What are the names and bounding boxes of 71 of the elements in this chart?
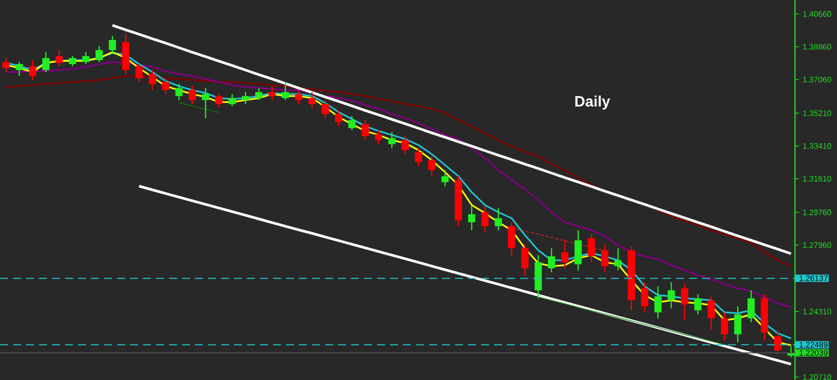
candlestick bbox=[148, 69, 156, 91]
candlestick bbox=[680, 284, 688, 321]
candlestick bbox=[2, 57, 10, 73]
candlestick bbox=[108, 35, 116, 55]
candlestick bbox=[175, 83, 183, 101]
y-tick-label: 1.40660 bbox=[803, 11, 832, 17]
y-tick-label: 1.35210 bbox=[803, 110, 832, 116]
line-series bbox=[178, 102, 220, 113]
candlestick bbox=[348, 116, 356, 131]
candlestick bbox=[601, 244, 608, 273]
candlestick bbox=[29, 59, 36, 81]
candlestick bbox=[748, 290, 755, 323]
candlestick bbox=[428, 156, 436, 177]
candlestick bbox=[561, 240, 568, 269]
candlestick bbox=[228, 93, 236, 107]
y-tick-label: 1.29760 bbox=[803, 210, 832, 216]
y-tick-label: 1.37060 bbox=[803, 76, 832, 82]
candlestick bbox=[508, 222, 516, 257]
candlestick bbox=[188, 85, 196, 105]
y-tick-label: 1.33410 bbox=[803, 143, 832, 149]
candlestick bbox=[441, 170, 449, 187]
y-tick-label: 1.38860 bbox=[803, 44, 832, 50]
ref-line-label: 1.22489 bbox=[800, 342, 828, 348]
candlestick bbox=[68, 55, 76, 67]
candlestick bbox=[162, 77, 170, 95]
candlestick bbox=[96, 45, 103, 63]
candlestick bbox=[654, 286, 662, 319]
candlestick bbox=[82, 51, 90, 65]
candlestick bbox=[282, 81, 289, 101]
text: Daily bbox=[575, 96, 610, 110]
candlestick bbox=[335, 110, 342, 127]
candlestick bbox=[641, 282, 648, 313]
line-series bbox=[138, 184, 792, 366]
candlestick bbox=[42, 51, 50, 73]
candlestick bbox=[720, 312, 728, 341]
line-series bbox=[111, 24, 792, 255]
candlestick bbox=[388, 132, 396, 149]
candlestick bbox=[268, 85, 276, 101]
candlestick bbox=[16, 61, 23, 77]
candlestick bbox=[322, 99, 329, 119]
line-series bbox=[538, 296, 725, 346]
candlestick bbox=[135, 63, 143, 83]
candlestick bbox=[481, 206, 489, 233]
candlestick bbox=[414, 148, 422, 167]
candlestick bbox=[494, 208, 502, 231]
candlestick bbox=[694, 294, 702, 315]
candlestick bbox=[521, 244, 528, 277]
candlestick bbox=[202, 87, 210, 119]
y-tick-label: 1.27960 bbox=[803, 242, 832, 248]
y-tick-label: 1.31610 bbox=[803, 176, 832, 182]
candlestick bbox=[668, 282, 675, 309]
ref-line-label: 1.22039 bbox=[800, 350, 828, 356]
candlestick bbox=[548, 248, 556, 273]
candlestick bbox=[255, 87, 262, 101]
candlestick bbox=[614, 248, 622, 271]
ref-line-label: 1.26137 bbox=[800, 275, 828, 282]
candlestick bbox=[242, 91, 250, 105]
candlestick bbox=[588, 234, 596, 263]
candlestick bbox=[468, 206, 476, 231]
candlestick bbox=[402, 136, 409, 155]
candlestick bbox=[734, 306, 742, 343]
candlestick bbox=[374, 130, 382, 145]
y-tick-label: 1.24310 bbox=[803, 308, 832, 314]
candlestick bbox=[295, 89, 302, 105]
candlestick bbox=[708, 296, 715, 331]
y-tick-label: 1.20710 bbox=[803, 374, 832, 380]
candlestick bbox=[362, 120, 369, 141]
candlestick bbox=[56, 49, 63, 67]
candlestick bbox=[774, 330, 782, 355]
candlestick bbox=[215, 93, 222, 109]
candlestick bbox=[308, 91, 316, 109]
